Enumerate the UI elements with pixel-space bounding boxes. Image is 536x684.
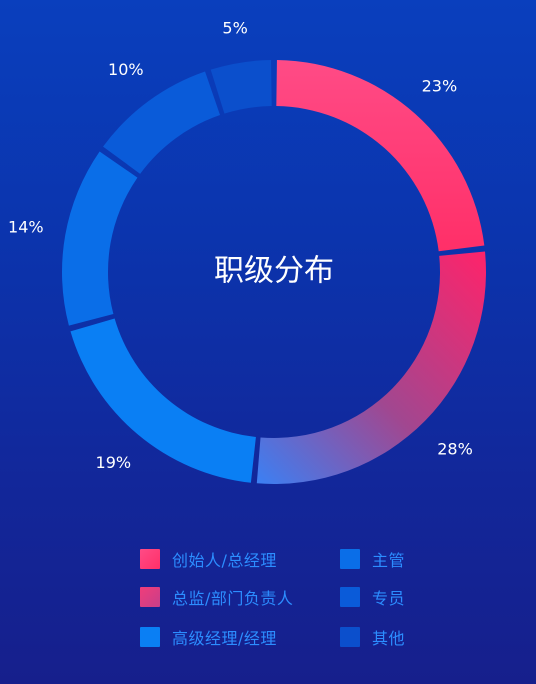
chart-legend: 创始人/总经理 总监/部门负责人 高级经理/经理 主管专员其他: [140, 545, 440, 665]
legend-item: 其他: [340, 623, 405, 651]
donut-slice-4: [62, 151, 138, 326]
legend-item: 总监/部门负责人: [140, 583, 293, 611]
slice-value-label: 10%: [108, 60, 144, 79]
legend-item: 高级经理/经理: [140, 623, 277, 651]
legend-swatch: [340, 627, 360, 647]
legend-item: 专员: [340, 583, 405, 611]
donut-slice-6: [210, 60, 272, 114]
legend-label: 主管: [372, 551, 406, 570]
donut-slice-2: [256, 251, 486, 484]
donut-slice-3: [70, 318, 256, 483]
slice-value-label: 5%: [222, 19, 247, 38]
legend-label: 专员: [372, 589, 406, 608]
legend-item: 主管: [340, 545, 405, 573]
slice-value-label: 14%: [8, 218, 44, 237]
legend-label: 创始人/总经理: [172, 551, 277, 570]
donut-slice-5: [103, 71, 221, 174]
slice-value-label: 28%: [437, 440, 473, 459]
legend-label: 其他: [372, 629, 406, 648]
legend-label: 总监/部门负责人: [172, 589, 294, 608]
legend-swatch: [140, 587, 160, 607]
legend-label: 高级经理/经理: [172, 629, 277, 648]
slice-value-label: 23%: [422, 77, 458, 96]
chart-title: 职级分布: [214, 254, 334, 289]
legend-swatch: [140, 627, 160, 647]
legend-item: 创始人/总经理: [140, 545, 277, 573]
donut-slice-1: [276, 60, 485, 252]
legend-swatch: [340, 549, 360, 569]
slice-value-label: 19%: [96, 453, 132, 472]
legend-swatch: [140, 549, 160, 569]
legend-swatch: [340, 587, 360, 607]
